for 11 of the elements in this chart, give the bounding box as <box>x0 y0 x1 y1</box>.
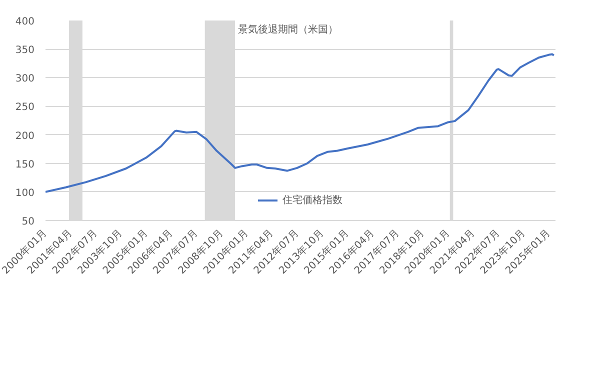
y-tick-label: 150 <box>15 159 35 170</box>
y-tick-label: 50 <box>22 216 35 228</box>
y-tick-label: 300 <box>15 74 35 85</box>
line-series <box>46 53 555 193</box>
y-tick-label: 400 <box>15 16 35 28</box>
y-tick-label: 200 <box>15 130 35 142</box>
y-tick-label: 100 <box>15 188 35 199</box>
y-tick-label: 350 <box>15 45 35 56</box>
y-tick-label: 250 <box>15 102 35 114</box>
legend-label: 住宅価格指数 <box>282 194 342 207</box>
band-label: 景気後退期間（米国） <box>238 24 338 36</box>
